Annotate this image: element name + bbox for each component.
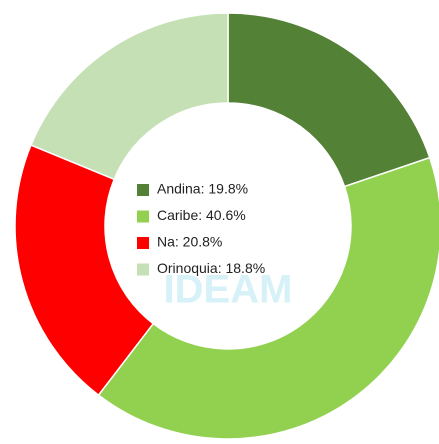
legend-swatch xyxy=(137,263,149,276)
legend-label: Andina: 19.8% xyxy=(157,181,248,197)
legend-swatch xyxy=(137,184,149,196)
donut-slice xyxy=(97,156,439,440)
donut-slice xyxy=(227,12,431,188)
donut-slice xyxy=(14,144,155,397)
legend-label: Na: 20.8% xyxy=(157,234,222,250)
legend-label: Orinoquia: 18.8% xyxy=(157,260,265,276)
legend-swatch xyxy=(137,210,149,223)
legend-swatch xyxy=(137,237,149,249)
watermark: IDEAM xyxy=(164,268,293,312)
donut-slice xyxy=(29,12,229,181)
legend-label: Caribe: 40.6% xyxy=(157,207,246,223)
